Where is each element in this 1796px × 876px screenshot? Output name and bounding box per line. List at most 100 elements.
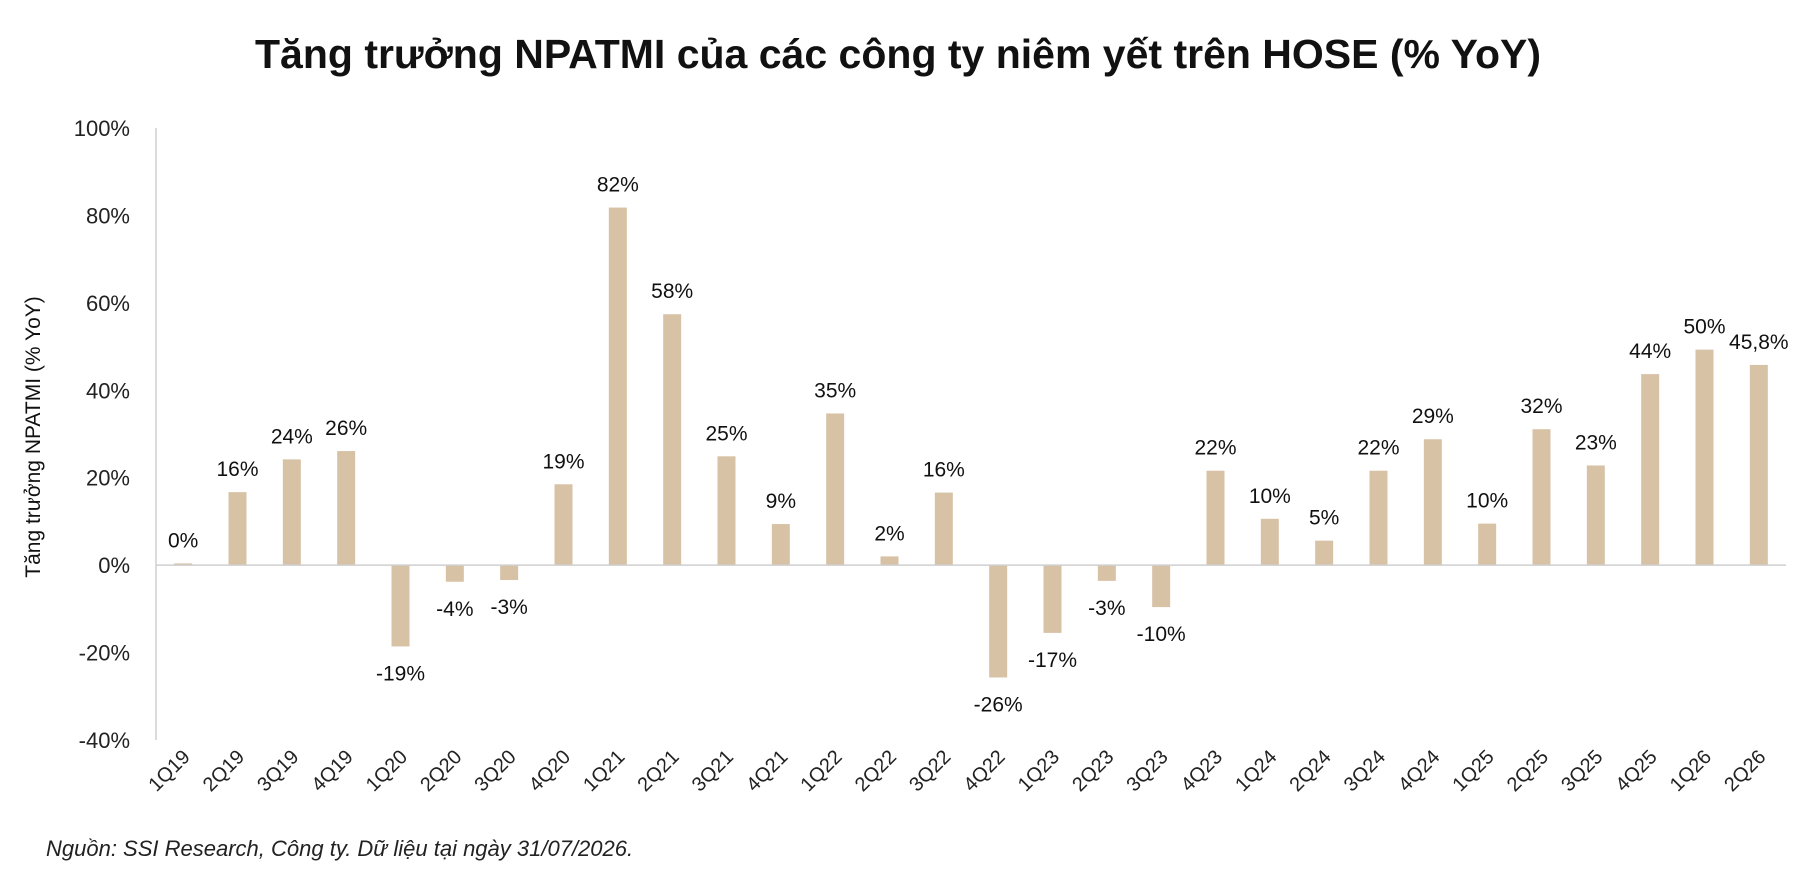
x-tick-label: 4Q24 xyxy=(1394,746,1444,796)
bar xyxy=(771,524,790,566)
x-tick-label: 4Q19 xyxy=(308,746,358,796)
x-tick-label: 1Q23 xyxy=(1014,746,1064,796)
y-tick-label: -40% xyxy=(79,728,130,753)
bar xyxy=(1532,429,1551,566)
x-tick-label: 4Q25 xyxy=(1612,746,1662,796)
bar xyxy=(337,451,356,566)
x-tick-label: 1Q19 xyxy=(145,746,195,796)
data-label: -3% xyxy=(490,596,527,619)
x-tick-label: 4Q23 xyxy=(1177,746,1227,796)
data-label: -26% xyxy=(974,693,1023,716)
y-axis-label: Tăng trưởng NPATMI (% YoY) xyxy=(22,296,45,577)
chart-title: Tăng trưởng NPATMI của các công ty niêm … xyxy=(255,31,1541,77)
x-tick-label: 1Q21 xyxy=(579,746,629,796)
bar xyxy=(1749,364,1768,566)
bar-series xyxy=(174,207,1768,678)
x-tick-label: 1Q22 xyxy=(797,746,847,796)
data-label: -10% xyxy=(1137,623,1186,646)
data-label: 45,8% xyxy=(1729,331,1789,354)
data-label: -4% xyxy=(436,598,473,621)
bar xyxy=(1369,470,1388,566)
bar xyxy=(1043,565,1062,633)
data-label: 82% xyxy=(597,174,639,197)
y-axis-ticks: -40% -20% 0% 20% 40% 60% 80% 100% xyxy=(74,116,130,753)
data-label: 35% xyxy=(814,379,856,402)
x-tick-label: 1Q25 xyxy=(1449,746,1499,796)
x-tick-label: 3Q19 xyxy=(253,746,303,796)
data-label: 19% xyxy=(542,450,584,473)
data-label: 23% xyxy=(1575,431,1617,454)
bar xyxy=(500,565,519,581)
y-tick-label: 0% xyxy=(98,553,130,578)
bar xyxy=(1260,518,1279,566)
bar xyxy=(1586,465,1605,566)
bar xyxy=(826,413,845,566)
bar xyxy=(717,456,736,566)
x-tick-label: 3Q23 xyxy=(1123,746,1173,796)
bar xyxy=(554,484,573,566)
bar xyxy=(989,565,1008,678)
y-tick-label: 60% xyxy=(86,291,130,316)
bar xyxy=(282,459,301,566)
data-label: 25% xyxy=(705,422,747,445)
y-tick-label: 20% xyxy=(86,466,130,491)
data-label: 24% xyxy=(271,425,313,448)
x-tick-label: 3Q21 xyxy=(688,746,738,796)
data-label: 16% xyxy=(216,458,258,481)
x-tick-label: 3Q25 xyxy=(1557,746,1607,796)
data-label: 2% xyxy=(874,522,904,545)
x-tick-label: 2Q24 xyxy=(1286,746,1336,796)
data-label: -19% xyxy=(376,662,425,685)
data-label: 9% xyxy=(766,490,796,513)
data-label: 44% xyxy=(1629,340,1671,363)
data-label: 50% xyxy=(1683,316,1725,339)
data-labels: 0% 16% 24% 26% -19% -4% -3% 19% 82% 58% 25% 9% 35% 2%… xyxy=(168,174,1789,717)
data-label: -3% xyxy=(1088,597,1125,620)
y-tick-label: 100% xyxy=(74,116,130,141)
data-label: 58% xyxy=(651,280,693,303)
source-note: Nguồn: SSI Research, Công ty. Dữ liệu tạ… xyxy=(46,836,633,861)
x-tick-label: 4Q22 xyxy=(960,746,1010,796)
bar xyxy=(174,563,193,566)
data-label: 0% xyxy=(168,529,198,552)
x-tick-label: 2Q20 xyxy=(416,746,466,796)
x-tick-label: 1Q26 xyxy=(1666,746,1716,796)
data-label: 32% xyxy=(1520,395,1562,418)
x-tick-label: 2Q25 xyxy=(1503,746,1553,796)
bar xyxy=(1315,540,1334,566)
bar xyxy=(445,565,464,582)
data-label: 10% xyxy=(1249,485,1291,508)
y-tick-label: -20% xyxy=(79,641,130,666)
bar xyxy=(1478,523,1497,566)
x-tick-label: 2Q19 xyxy=(199,746,249,796)
bar xyxy=(880,556,899,566)
x-tick-label: 3Q24 xyxy=(1340,746,1390,796)
y-tick-label: 40% xyxy=(86,378,130,403)
bar xyxy=(663,314,682,566)
bar xyxy=(1206,470,1225,566)
data-label: 22% xyxy=(1194,437,1236,460)
y-tick-label: 80% xyxy=(86,203,130,228)
x-tick-label: 3Q20 xyxy=(471,746,521,796)
x-tick-label: 3Q22 xyxy=(905,746,955,796)
data-label: 10% xyxy=(1466,490,1508,513)
x-tick-label: 1Q20 xyxy=(362,746,412,796)
x-tick-label: 2Q23 xyxy=(1068,746,1118,796)
bar xyxy=(1641,374,1660,566)
x-tick-label: 2Q26 xyxy=(1720,746,1770,796)
bar xyxy=(1152,565,1171,608)
data-label: 26% xyxy=(325,417,367,440)
bar xyxy=(934,492,953,566)
bar xyxy=(1097,565,1116,581)
bar xyxy=(1695,349,1714,566)
data-label: 22% xyxy=(1357,437,1399,460)
bar xyxy=(608,207,627,566)
x-tick-label: 2Q21 xyxy=(634,746,684,796)
x-tick-label: 4Q20 xyxy=(525,746,575,796)
bar xyxy=(228,492,247,566)
data-label: 5% xyxy=(1309,507,1339,530)
x-axis-ticks: 1Q19 2Q19 3Q19 4Q19 1Q20 2Q20 3Q20 4Q20 1Q21 2Q21… xyxy=(145,746,1771,796)
x-tick-label: 1Q24 xyxy=(1231,746,1281,796)
bar xyxy=(1423,439,1442,566)
